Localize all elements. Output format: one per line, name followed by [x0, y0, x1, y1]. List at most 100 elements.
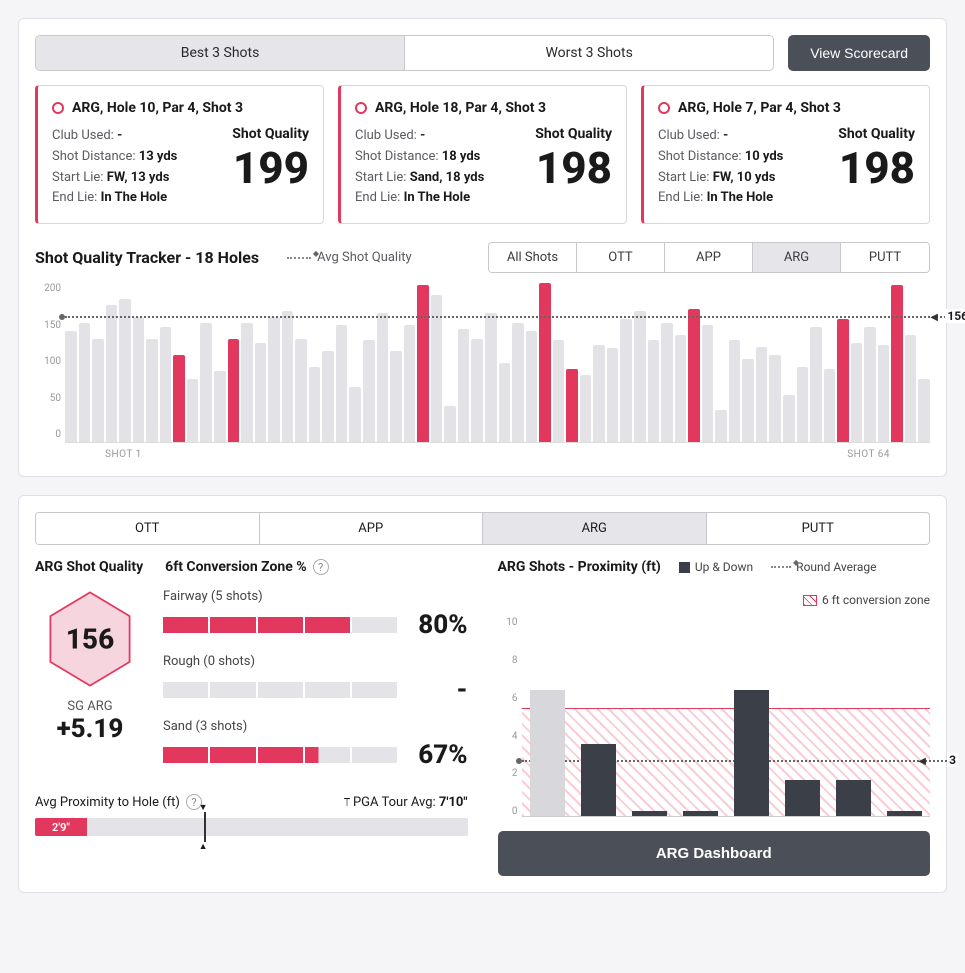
- shot-card[interactable]: ARG, Hole 7, Par 4, Shot 3 Club Used: - …: [641, 85, 930, 224]
- tracker-bar[interactable]: [200, 323, 212, 442]
- tracker-bar[interactable]: [918, 379, 930, 443]
- tracker-bar[interactable]: [133, 317, 145, 443]
- tracker-bar[interactable]: [309, 367, 321, 443]
- prox-bar: 2'9": [35, 818, 468, 836]
- tracker-bar[interactable]: [837, 319, 849, 442]
- tracker-bar[interactable]: [255, 343, 267, 442]
- square-icon: [679, 562, 690, 573]
- tracker-bar[interactable]: [742, 359, 754, 442]
- view-scorecard-button[interactable]: View Scorecard: [788, 35, 930, 71]
- tracker-bar[interactable]: [390, 351, 402, 442]
- filter-tab-ott[interactable]: OTT: [577, 243, 665, 272]
- prox-bar[interactable]: [632, 811, 667, 816]
- prox-bar[interactable]: [683, 811, 718, 816]
- tracker-bar[interactable]: [783, 395, 795, 443]
- tracker-bar[interactable]: [675, 335, 687, 442]
- tracker-bar[interactable]: [173, 355, 185, 442]
- quality-hexagon: 156: [46, 589, 134, 689]
- segment-bar: [163, 747, 398, 763]
- tracker-bar[interactable]: [471, 339, 483, 442]
- tracker-bar[interactable]: [349, 387, 361, 443]
- lower-tab-ott[interactable]: OTT: [36, 513, 260, 544]
- tracker-bar[interactable]: [241, 323, 253, 442]
- tracker-bar[interactable]: [377, 313, 389, 442]
- lower-tab-app[interactable]: APP: [260, 513, 484, 544]
- tracker-bar[interactable]: [607, 348, 619, 442]
- tracker-bar[interactable]: [593, 345, 605, 442]
- tracker-bar[interactable]: [864, 327, 876, 442]
- tracker-bar[interactable]: [756, 347, 768, 442]
- tracker-bar[interactable]: [187, 379, 199, 443]
- tracker-bar[interactable]: [688, 309, 700, 443]
- arg-dashboard-button[interactable]: ARG Dashboard: [498, 831, 931, 876]
- hatch-icon: [803, 595, 817, 606]
- tracker-bar[interactable]: [363, 340, 375, 442]
- tracker-bar[interactable]: [634, 311, 646, 442]
- tracker-bar[interactable]: [214, 371, 226, 443]
- tracker-bar[interactable]: [444, 406, 456, 442]
- tracker-bar[interactable]: [485, 313, 497, 442]
- tracker-bar[interactable]: [851, 343, 863, 442]
- tracker-bar[interactable]: [228, 339, 240, 442]
- prox-bar[interactable]: [530, 690, 565, 817]
- tracker-bar[interactable]: [417, 285, 429, 442]
- shot-card[interactable]: ARG, Hole 10, Par 4, Shot 3 Club Used: -…: [35, 85, 324, 224]
- tracker-bar[interactable]: [512, 323, 524, 442]
- tracker-bar[interactable]: [715, 410, 727, 442]
- prox-bar[interactable]: [887, 811, 922, 816]
- prox-bar[interactable]: [734, 690, 769, 817]
- tracker-bar[interactable]: [499, 363, 511, 443]
- tracker-bar[interactable]: [553, 340, 565, 442]
- tracker-bar[interactable]: [65, 331, 77, 442]
- tracker-bar[interactable]: [458, 329, 470, 442]
- help-icon[interactable]: ?: [313, 559, 329, 575]
- tracker-bar[interactable]: [566, 369, 578, 442]
- prox-bar[interactable]: [581, 744, 616, 816]
- tracker-bar[interactable]: [295, 339, 307, 442]
- tracker-bar[interactable]: [404, 325, 416, 443]
- tracker-bar[interactable]: [824, 369, 836, 442]
- filter-tab-all-shots[interactable]: All Shots: [489, 243, 577, 272]
- tracker-bar[interactable]: [119, 299, 131, 442]
- quality-label: Shot Quality: [232, 126, 309, 142]
- tracker-bar[interactable]: [729, 340, 741, 442]
- tracker-bar[interactable]: [146, 339, 158, 442]
- filter-tab-app[interactable]: APP: [665, 243, 753, 272]
- tracker-bar[interactable]: [79, 323, 91, 442]
- tracker-bar[interactable]: [322, 351, 334, 442]
- tracker-bar[interactable]: [526, 331, 538, 442]
- tab-worst-shots[interactable]: Worst 3 Shots: [405, 36, 773, 70]
- tracker-bar[interactable]: [702, 325, 714, 443]
- filter-tab-arg[interactable]: ARG: [753, 243, 841, 272]
- shot-card[interactable]: ARG, Hole 18, Par 4, Shot 3 Club Used: -…: [338, 85, 627, 224]
- tracker-bar[interactable]: [661, 323, 673, 442]
- tracker-bar[interactable]: [810, 327, 822, 442]
- tracker-bar[interactable]: [891, 285, 903, 442]
- tracker-bar[interactable]: [905, 335, 917, 442]
- sg-label: SG ARG: [35, 699, 145, 714]
- x-last-label: SHOT 64: [847, 449, 890, 460]
- tracker-y-axis: 200150100500: [35, 283, 61, 440]
- prox-bar[interactable]: [836, 780, 871, 816]
- tracker-bar[interactable]: [539, 283, 551, 442]
- lower-tab-putt[interactable]: PUTT: [707, 513, 930, 544]
- tracker-bar[interactable]: [268, 317, 280, 443]
- filter-tab-putt[interactable]: PUTT: [841, 243, 929, 272]
- tracker-bar[interactable]: [580, 375, 592, 443]
- tracker-bar[interactable]: [106, 305, 118, 442]
- segment-bar: [163, 617, 398, 633]
- tab-best-shots[interactable]: Best 3 Shots: [36, 36, 405, 70]
- lower-tab-arg[interactable]: ARG: [483, 513, 707, 544]
- tracker-bar[interactable]: [336, 325, 348, 443]
- tracker-bar[interactable]: [648, 340, 660, 442]
- tracker-bar[interactable]: [769, 355, 781, 442]
- tracker-bar[interactable]: [160, 327, 172, 442]
- tracker-bar[interactable]: [282, 311, 294, 442]
- tracker-bar[interactable]: [878, 345, 890, 442]
- prox-bar[interactable]: [785, 780, 820, 816]
- top-tab-row: Best 3 Shots Worst 3 Shots View Scorecar…: [35, 35, 930, 71]
- tracker-bar[interactable]: [92, 339, 104, 442]
- tracker-bar[interactable]: [620, 319, 632, 442]
- conv-pct: -: [412, 675, 468, 705]
- tracker-bar[interactable]: [797, 367, 809, 443]
